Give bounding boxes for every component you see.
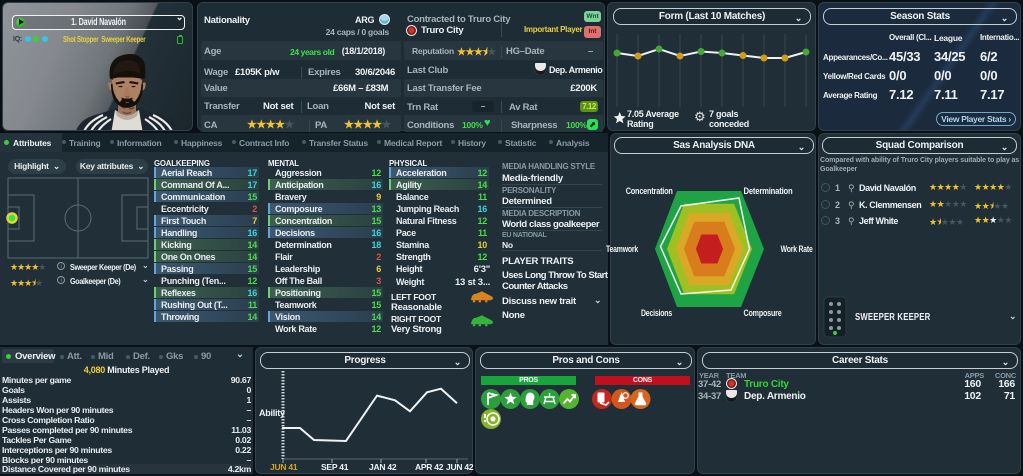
svg-text:Determination: Determination	[744, 186, 793, 196]
svg-text:Work Rate: Work Rate	[781, 244, 813, 254]
svg-text:Decisions: Decisions	[641, 308, 672, 318]
svg-text:Composure: Composure	[744, 308, 782, 318]
svg-text:Concentration: Concentration	[626, 186, 673, 196]
svg-text:Teamwork: Teamwork	[606, 244, 639, 254]
